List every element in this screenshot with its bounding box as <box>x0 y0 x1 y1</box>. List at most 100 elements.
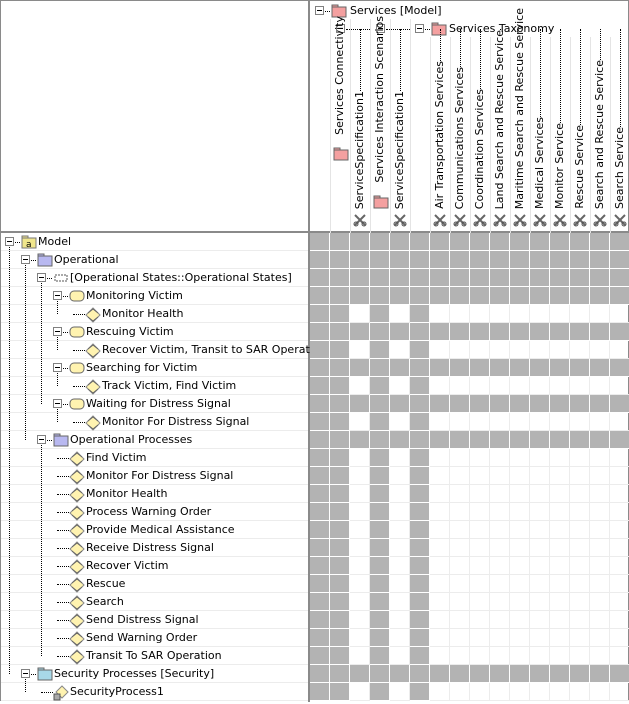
matrix-cell[interactable] <box>450 629 470 647</box>
matrix-cell[interactable] <box>490 413 510 431</box>
matrix-cell[interactable] <box>450 395 470 413</box>
matrix-cell[interactable] <box>510 683 530 701</box>
matrix-cell[interactable] <box>590 521 610 539</box>
tree-row[interactable]: a Model <box>1 233 308 251</box>
matrix-cell[interactable] <box>570 665 590 683</box>
matrix-cell[interactable] <box>330 485 350 503</box>
matrix-cell[interactable] <box>410 575 430 593</box>
matrix-cell[interactable] <box>530 341 550 359</box>
matrix-cell[interactable] <box>510 665 530 683</box>
matrix-cell[interactable] <box>310 359 330 377</box>
matrix-cell[interactable] <box>550 287 570 305</box>
matrix-cell[interactable] <box>610 575 629 593</box>
matrix-cell[interactable] <box>390 359 410 377</box>
matrix-cell[interactable] <box>310 323 330 341</box>
matrix-cell[interactable] <box>430 413 450 431</box>
matrix-cell[interactable] <box>590 683 610 701</box>
matrix-cell[interactable] <box>510 359 530 377</box>
matrix-cell[interactable] <box>570 341 590 359</box>
matrix-cell[interactable] <box>510 233 530 251</box>
matrix-cell[interactable] <box>590 323 610 341</box>
matrix-cell[interactable] <box>330 665 350 683</box>
collapse-toggle[interactable] <box>21 669 30 678</box>
matrix-cell[interactable] <box>410 665 430 683</box>
matrix-cell[interactable] <box>610 485 629 503</box>
matrix-cell[interactable] <box>510 575 530 593</box>
column-header-item[interactable]: Search Service <box>613 127 626 209</box>
matrix-cell[interactable] <box>490 359 510 377</box>
matrix-cell[interactable] <box>310 233 330 251</box>
matrix-cell[interactable] <box>390 611 410 629</box>
matrix-cell[interactable] <box>610 413 629 431</box>
matrix-cell[interactable] <box>550 521 570 539</box>
matrix-cell[interactable] <box>350 557 370 575</box>
column-header-item[interactable]: Services Connectivity <box>333 16 346 135</box>
matrix-cell[interactable] <box>370 251 390 269</box>
matrix-cell[interactable] <box>450 485 470 503</box>
tree-row[interactable]: Operational <box>1 251 308 269</box>
matrix-cell[interactable] <box>530 557 550 575</box>
matrix-cell[interactable] <box>330 629 350 647</box>
matrix-cell[interactable] <box>430 233 450 251</box>
tree-row[interactable]: Recover Victim, Transit to SAR Operation <box>1 341 327 359</box>
matrix-cell[interactable] <box>590 395 610 413</box>
matrix-cell[interactable] <box>310 431 330 449</box>
matrix-cell[interactable] <box>330 449 350 467</box>
matrix-cell[interactable] <box>570 287 590 305</box>
matrix-cell[interactable] <box>330 431 350 449</box>
matrix-cell[interactable] <box>390 557 410 575</box>
matrix-cell[interactable] <box>310 467 330 485</box>
matrix-cell[interactable] <box>450 683 470 701</box>
matrix-cell[interactable] <box>410 251 430 269</box>
matrix-cell[interactable] <box>570 683 590 701</box>
matrix-cell[interactable] <box>330 575 350 593</box>
tree-row[interactable]: Recover Victim <box>1 557 308 575</box>
matrix-cell[interactable] <box>370 323 390 341</box>
matrix-cell[interactable] <box>450 521 470 539</box>
matrix-cell[interactable] <box>450 593 470 611</box>
matrix-cell[interactable] <box>570 431 590 449</box>
matrix-cell[interactable] <box>350 341 370 359</box>
matrix-cell[interactable] <box>350 593 370 611</box>
column-header-item[interactable]: Services Interaction Scenarios <box>373 16 386 183</box>
matrix-cell[interactable] <box>350 575 370 593</box>
matrix-cell[interactable] <box>430 557 450 575</box>
matrix-cell[interactable] <box>370 539 390 557</box>
matrix-cell[interactable] <box>370 233 390 251</box>
matrix-cell[interactable] <box>310 665 330 683</box>
matrix-cell[interactable] <box>430 359 450 377</box>
matrix-cell[interactable] <box>610 611 629 629</box>
matrix-cell[interactable] <box>590 575 610 593</box>
matrix-cell[interactable] <box>330 413 350 431</box>
matrix-cell[interactable] <box>410 269 430 287</box>
matrix-cell[interactable] <box>410 539 430 557</box>
matrix-cell[interactable] <box>390 233 410 251</box>
matrix-cell[interactable] <box>330 395 350 413</box>
tree-row[interactable]: Rescuing Victim <box>1 323 308 341</box>
matrix-cell[interactable] <box>590 503 610 521</box>
tree-row[interactable]: Monitor Health <box>1 485 308 503</box>
matrix-cell[interactable] <box>350 665 370 683</box>
matrix-cell[interactable] <box>530 323 550 341</box>
matrix-cell[interactable] <box>530 503 550 521</box>
matrix-cell[interactable] <box>330 467 350 485</box>
matrix-cell[interactable] <box>410 485 430 503</box>
matrix-cell[interactable] <box>470 449 490 467</box>
matrix-cell[interactable] <box>370 431 390 449</box>
matrix-cell[interactable] <box>330 521 350 539</box>
matrix-cell[interactable] <box>450 467 470 485</box>
matrix-cell[interactable] <box>450 449 470 467</box>
matrix-cell[interactable] <box>570 593 590 611</box>
matrix-cell[interactable] <box>330 359 350 377</box>
matrix-cell[interactable] <box>570 449 590 467</box>
matrix-cell[interactable] <box>490 629 510 647</box>
matrix-cell[interactable] <box>430 683 450 701</box>
matrix-cell[interactable] <box>610 341 629 359</box>
matrix-cell[interactable] <box>450 233 470 251</box>
matrix-cell[interactable] <box>550 377 570 395</box>
matrix-cell[interactable] <box>590 629 610 647</box>
matrix-cell[interactable] <box>490 467 510 485</box>
tree-row[interactable]: [Operational States::Operational States] <box>1 269 308 287</box>
matrix-cell[interactable] <box>310 413 330 431</box>
matrix-cell[interactable] <box>530 665 550 683</box>
